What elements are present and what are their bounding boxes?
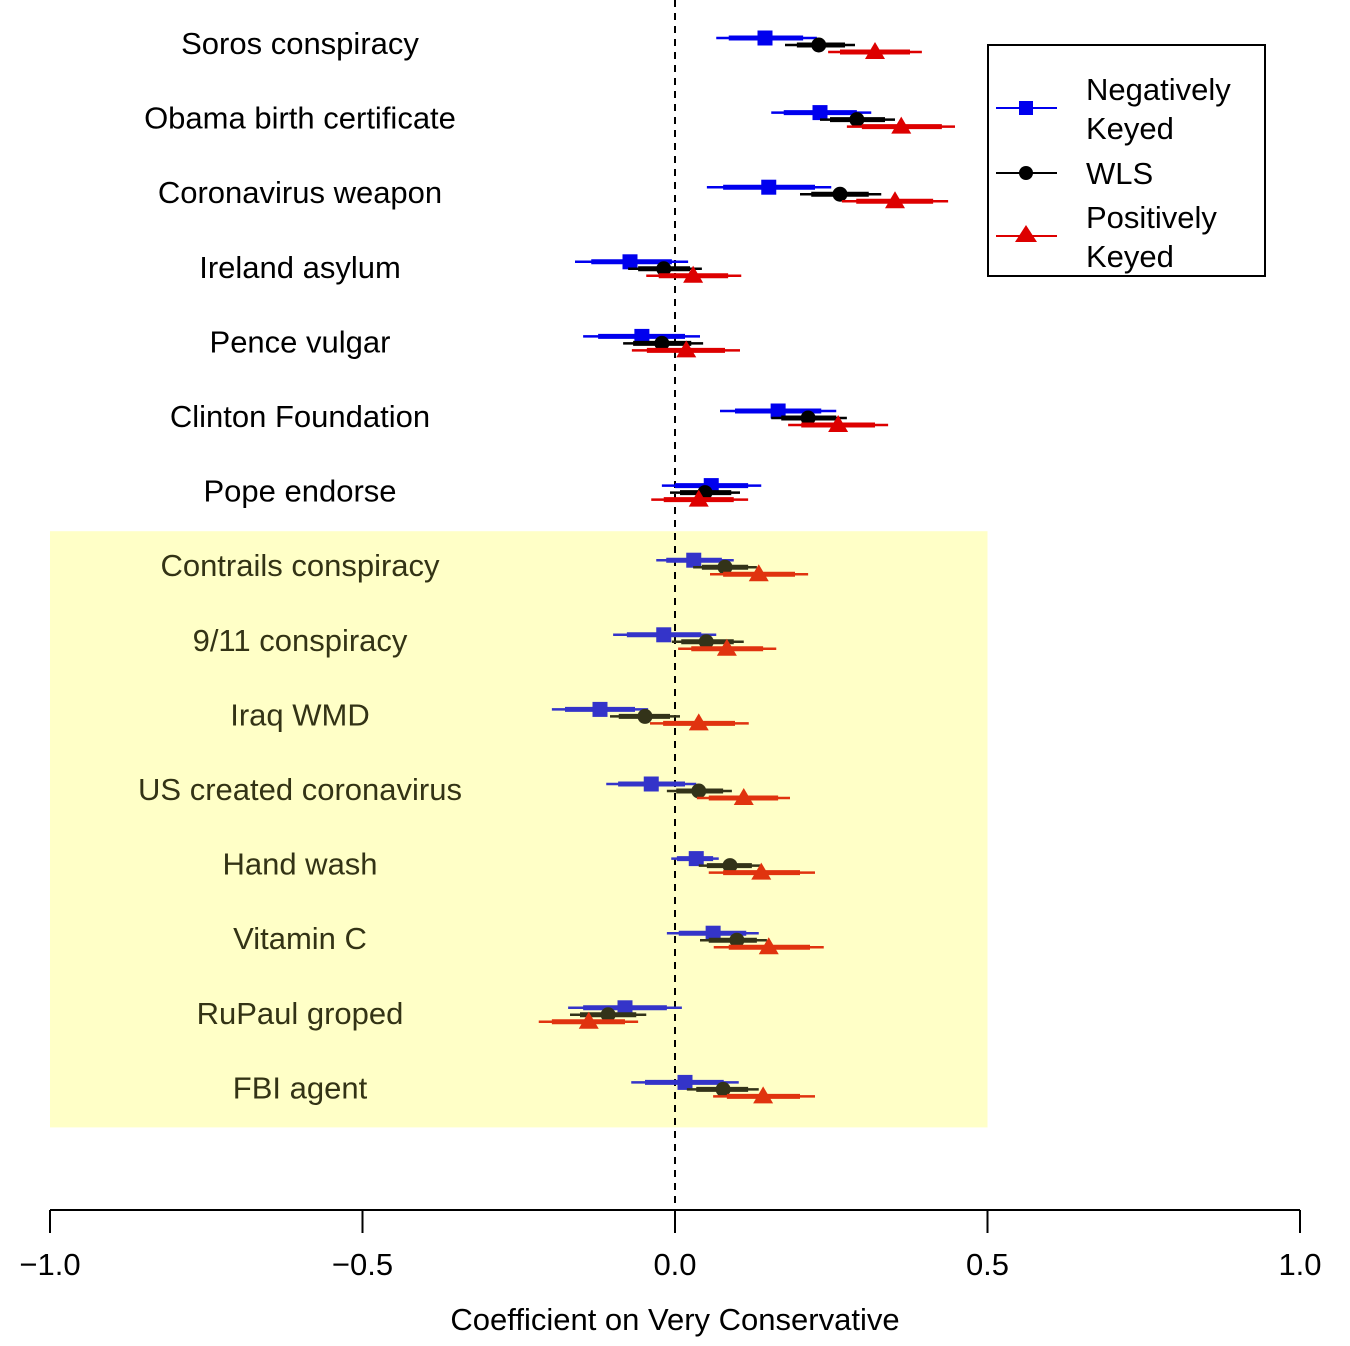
x-tick-label: 0.5 bbox=[966, 1247, 1009, 1282]
row-marks bbox=[706, 179, 949, 209]
shaded-region-tint bbox=[50, 531, 988, 1128]
point-square bbox=[622, 254, 638, 270]
legend-label: Positively bbox=[1086, 200, 1217, 235]
x-axis-label: Coefficient on Very Conservative bbox=[450, 1302, 899, 1337]
point-triangle bbox=[688, 489, 709, 507]
legend-label: WLS bbox=[1086, 156, 1153, 191]
row-marks bbox=[575, 254, 742, 283]
row-label: Pope endorse bbox=[203, 474, 396, 509]
legend-label: Keyed bbox=[1086, 111, 1174, 146]
point-square bbox=[634, 328, 650, 344]
row-marks bbox=[771, 105, 955, 134]
point-triangle bbox=[885, 191, 905, 209]
point-triangle bbox=[891, 116, 912, 134]
point-triangle bbox=[828, 415, 849, 432]
point-triangle bbox=[676, 340, 697, 358]
x-ticks: −1.0 −0.5 0.0 0.5 1.0 bbox=[19, 1210, 1322, 1282]
x-tick-label: 0.0 bbox=[653, 1247, 696, 1282]
row-label: Ireland asylum bbox=[199, 250, 401, 285]
row-label: Soros conspiracy bbox=[181, 26, 419, 61]
row-label: Clinton Foundation bbox=[170, 399, 430, 434]
point-circle bbox=[832, 186, 848, 202]
legend-label: Negatively bbox=[1086, 72, 1231, 107]
point-circle bbox=[654, 335, 670, 351]
legend-circle-icon bbox=[1019, 166, 1033, 180]
row-marks bbox=[651, 478, 762, 507]
row-label: Obama birth certificate bbox=[144, 101, 456, 136]
x-axis: −1.0 −0.5 0.0 0.5 1.0 Coefficient on Very Co… bbox=[19, 1209, 1322, 1337]
row-marks bbox=[716, 30, 922, 59]
point-circle bbox=[849, 112, 865, 128]
row-label: Pence vulgar bbox=[210, 324, 391, 359]
legend-box bbox=[987, 44, 1266, 277]
point-circle bbox=[656, 261, 672, 277]
point-square bbox=[757, 30, 773, 46]
legend-triangle-icon bbox=[1015, 225, 1037, 242]
point-triangle bbox=[683, 265, 704, 283]
x-tick-label: −0.5 bbox=[332, 1247, 393, 1282]
x-tick-label: −1.0 bbox=[19, 1247, 80, 1282]
legend-square-icon bbox=[1019, 101, 1033, 115]
legend-label: Keyed bbox=[1086, 239, 1174, 274]
row-marks bbox=[583, 328, 740, 358]
x-tick-label: 1.0 bbox=[1278, 1247, 1321, 1282]
point-square bbox=[761, 179, 777, 195]
point-square bbox=[812, 105, 828, 121]
point-circle bbox=[800, 410, 816, 426]
legend: Negatively Keyed WLS Positively Keyed bbox=[987, 44, 1266, 277]
row-label: Coronavirus weapon bbox=[158, 175, 442, 210]
point-triangle bbox=[865, 42, 885, 59]
point-square bbox=[770, 403, 786, 419]
point-circle bbox=[811, 37, 827, 53]
row-marks bbox=[720, 403, 889, 432]
